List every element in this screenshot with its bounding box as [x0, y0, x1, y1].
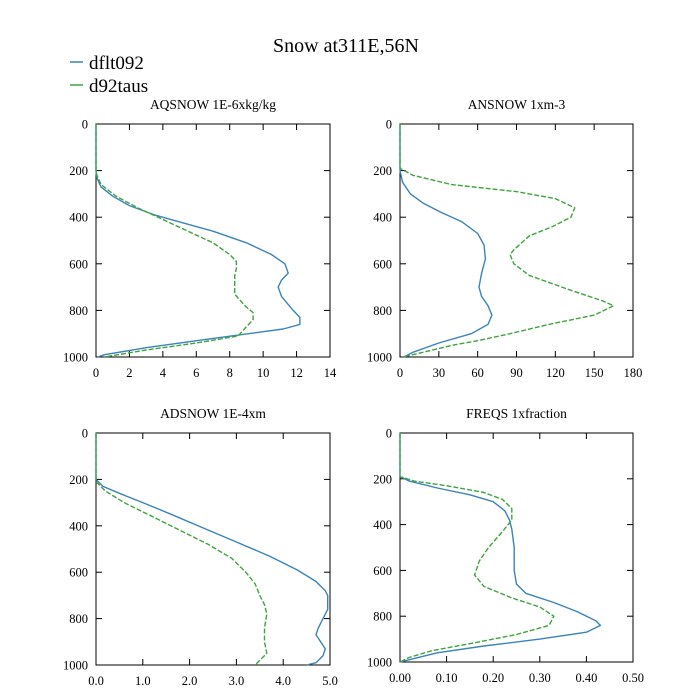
ansnow-series-d92taus	[399, 124, 615, 358]
ansnow-ytick-label: 800	[373, 304, 392, 318]
ansnow-xtick-label: 120	[546, 366, 565, 380]
ansnow-xtick-label: 0	[397, 366, 403, 380]
adsnow-series-d92taus	[95, 433, 268, 666]
ansnow-xtick-label: 30	[433, 366, 446, 380]
ansnow-xtick-label: 150	[585, 366, 604, 380]
aqsnow-series-dflt092	[95, 124, 301, 358]
freqs-series-d92taus	[399, 433, 555, 663]
legend-item-d92taus: d92taus	[70, 76, 148, 97]
legend: dflt092 d92taus	[70, 53, 148, 97]
ansnow-ytick-label: 200	[373, 164, 392, 178]
figure-title: Snow at311E,56N	[273, 35, 419, 57]
aqsnow-ytick-label: 400	[69, 211, 88, 225]
freqs-xtick-label: 0.50	[622, 671, 644, 685]
ansnow-xtick-label: 60	[471, 366, 484, 380]
freqs-title: FREQS 1xfraction	[466, 406, 567, 421]
adsnow-xtick-label: 5.0	[322, 674, 338, 688]
aqsnow-ytick-label: 200	[69, 164, 88, 178]
panel-ansnow: ANSNOW 1xm-3 0 200 400 600 800 1000 0 30 60 90 120 1…	[367, 97, 642, 380]
adsnow-ytick-label: 400	[69, 519, 88, 533]
freqs-ytick-label: 400	[373, 518, 392, 532]
aqsnow-series-d92taus	[95, 124, 254, 358]
adsnow-ytick-label: 200	[69, 473, 88, 487]
ansnow-ytick-label: 0	[386, 118, 392, 132]
aqsnow-xtick-label: 8	[227, 366, 233, 380]
ansnow-ytick-label: 1000	[367, 351, 392, 365]
freqs-ytick-label: 200	[373, 472, 392, 486]
adsnow-title: ADSNOW 1E-4xm	[160, 406, 266, 421]
aqsnow-xtick-label: 10	[257, 366, 270, 380]
freqs-ytick-label: 800	[373, 610, 392, 624]
ansnow-xtick-label: 90	[510, 366, 523, 380]
aqsnow-xtick-label: 14	[324, 366, 337, 380]
freqs-xtick-label: 0.00	[389, 671, 411, 685]
ansnow-xtick-label: 180	[624, 366, 643, 380]
aqsnow-ytick-label: 0	[82, 118, 88, 132]
freqs-ytick-label: 600	[373, 564, 392, 578]
freqs-series-dflt092	[399, 433, 602, 663]
adsnow-ytick-label: 1000	[63, 659, 88, 673]
legend-item-dflt092: dflt092	[70, 53, 144, 74]
adsnow-xtick-label: 1.0	[135, 674, 151, 688]
adsnow-xtick-label: 3.0	[229, 674, 245, 688]
freqs-xtick-label: 0.30	[529, 671, 551, 685]
aqsnow-xtick-label: 0	[93, 366, 99, 380]
adsnow-plot-frame	[95, 432, 331, 666]
adsnow-xtick-label: 0.0	[88, 674, 104, 688]
freqs-ytick-label: 1000	[367, 656, 392, 670]
freqs-ytick-label: 0	[386, 427, 392, 441]
adsnow-ytick-label: 600	[69, 566, 88, 580]
ansnow-ytick-label: 400	[373, 211, 392, 225]
panel-aqsnow: AQSNOW 1E-6xkg/kg 0 200 400 600 800 1000 0 2 4 6 8 1…	[63, 97, 337, 380]
adsnow-ytick-label: 800	[69, 612, 88, 626]
ansnow-title: ANSNOW 1xm-3	[468, 97, 566, 112]
aqsnow-title: AQSNOW 1E-6xkg/kg	[150, 97, 276, 112]
ansnow-ytick-label: 600	[373, 257, 392, 271]
freqs-xtick-label: 0.20	[482, 671, 504, 685]
adsnow-ytick-label: 0	[82, 427, 88, 441]
legend-label-d92taus: d92taus	[89, 76, 148, 97]
aqsnow-ytick-label: 800	[69, 304, 88, 318]
adsnow-xtick-label: 2.0	[182, 674, 198, 688]
adsnow-series-dflt092	[95, 433, 329, 666]
aqsnow-ytick-label: 1000	[63, 351, 88, 365]
aqsnow-plot-frame	[95, 123, 331, 358]
aqsnow-xtick-label: 6	[193, 366, 199, 380]
freqs-xtick-label: 0.40	[575, 671, 597, 685]
freqs-plot-frame	[399, 432, 634, 663]
aqsnow-ytick-label: 600	[69, 257, 88, 271]
ansnow-series-dflt092	[399, 124, 493, 358]
aqsnow-xtick-label: 4	[160, 366, 167, 380]
aqsnow-xtick-label: 2	[126, 366, 132, 380]
legend-label-dflt092: dflt092	[89, 53, 144, 74]
ansnow-plot-frame	[399, 123, 634, 358]
freqs-xtick-label: 0.10	[436, 671, 458, 685]
aqsnow-xtick-label: 12	[290, 366, 303, 380]
adsnow-xtick-label: 4.0	[275, 674, 291, 688]
